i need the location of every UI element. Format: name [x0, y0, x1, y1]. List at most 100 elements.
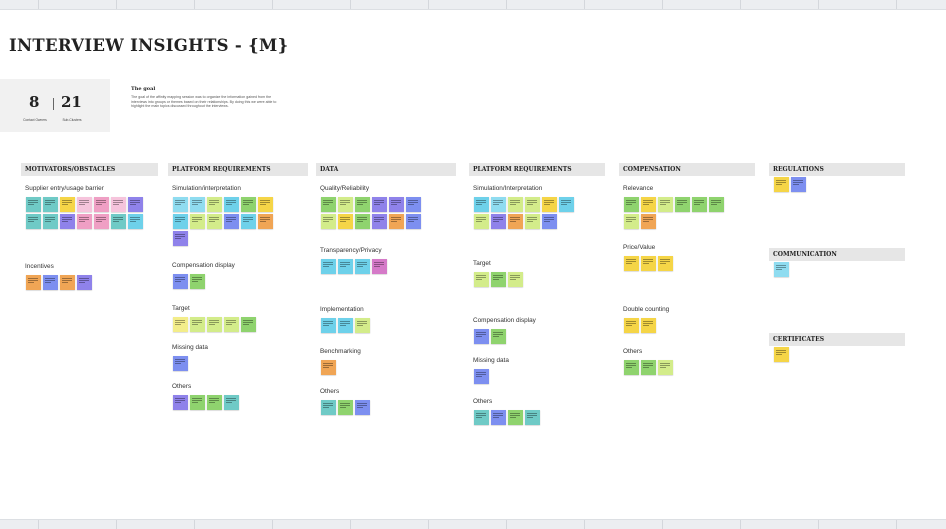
sticky-note[interactable]: [658, 360, 673, 375]
sticky-note[interactable]: [224, 317, 239, 332]
sticky-note[interactable]: [338, 197, 353, 212]
sticky-note[interactable]: [224, 197, 239, 212]
column-header-data[interactable]: DATA: [316, 163, 456, 176]
sticky-note[interactable]: [508, 410, 523, 425]
column-header-compensation[interactable]: COMPENSATION: [619, 163, 755, 176]
sticky-note[interactable]: [173, 274, 188, 289]
sticky-note[interactable]: [26, 275, 41, 290]
sticky-note[interactable]: [641, 360, 656, 375]
column-header-regulations[interactable]: REGULATIONS: [769, 163, 905, 176]
sticky-note[interactable]: [692, 197, 707, 212]
sticky-note[interactable]: [173, 214, 188, 229]
sticky-note[interactable]: [26, 214, 41, 229]
sticky-note[interactable]: [624, 256, 639, 271]
sticky-note[interactable]: [508, 272, 523, 287]
sticky-note[interactable]: [774, 347, 789, 362]
sticky-note[interactable]: [491, 197, 506, 212]
sticky-note[interactable]: [190, 317, 205, 332]
sticky-note[interactable]: [355, 400, 370, 415]
sticky-note[interactable]: [658, 197, 673, 212]
sticky-note[interactable]: [491, 272, 506, 287]
sticky-note[interactable]: [94, 214, 109, 229]
sticky-note[interactable]: [207, 214, 222, 229]
sticky-note[interactable]: [624, 318, 639, 333]
sticky-note[interactable]: [94, 197, 109, 212]
sticky-note[interactable]: [128, 214, 143, 229]
column-header-certificates[interactable]: CERTIFICATES: [769, 333, 905, 346]
sticky-note[interactable]: [542, 214, 557, 229]
sticky-note[interactable]: [338, 214, 353, 229]
sticky-note[interactable]: [355, 197, 370, 212]
sticky-note[interactable]: [207, 197, 222, 212]
sticky-note[interactable]: [128, 197, 143, 212]
sticky-note[interactable]: [60, 275, 75, 290]
sticky-note[interactable]: [190, 214, 205, 229]
sticky-note[interactable]: [26, 197, 41, 212]
sticky-note[interactable]: [173, 317, 188, 332]
sticky-note[interactable]: [491, 329, 506, 344]
sticky-note[interactable]: [173, 395, 188, 410]
sticky-note[interactable]: [224, 395, 239, 410]
sticky-note[interactable]: [77, 197, 92, 212]
sticky-note[interactable]: [525, 214, 540, 229]
sticky-note[interactable]: [372, 214, 387, 229]
sticky-note[interactable]: [60, 214, 75, 229]
sticky-note[interactable]: [224, 214, 239, 229]
sticky-note[interactable]: [321, 318, 336, 333]
sticky-note[interactable]: [338, 259, 353, 274]
sticky-note[interactable]: [321, 197, 336, 212]
sticky-note[interactable]: [372, 197, 387, 212]
sticky-note[interactable]: [508, 197, 523, 212]
sticky-note[interactable]: [491, 214, 506, 229]
sticky-note[interactable]: [389, 214, 404, 229]
sticky-note[interactable]: [525, 197, 540, 212]
column-header-communication[interactable]: COMMUNICATION: [769, 248, 905, 261]
sticky-note[interactable]: [321, 360, 336, 375]
sticky-note[interactable]: [258, 214, 273, 229]
sticky-note[interactable]: [624, 360, 639, 375]
sticky-note[interactable]: [60, 197, 75, 212]
sticky-note[interactable]: [258, 197, 273, 212]
sticky-note[interactable]: [624, 214, 639, 229]
sticky-note[interactable]: [338, 400, 353, 415]
sticky-note[interactable]: [241, 197, 256, 212]
sticky-note[interactable]: [241, 214, 256, 229]
sticky-note[interactable]: [173, 197, 188, 212]
sticky-note[interactable]: [641, 256, 656, 271]
sticky-note[interactable]: [173, 356, 188, 371]
sticky-note[interactable]: [43, 197, 58, 212]
sticky-note[interactable]: [207, 395, 222, 410]
sticky-note[interactable]: [675, 197, 690, 212]
sticky-note[interactable]: [542, 197, 557, 212]
sticky-note[interactable]: [474, 369, 489, 384]
sticky-note[interactable]: [641, 318, 656, 333]
sticky-note[interactable]: [709, 197, 724, 212]
sticky-note[interactable]: [173, 231, 188, 246]
sticky-note[interactable]: [77, 214, 92, 229]
column-header-motivators-obstacles[interactable]: MOTIVATORS/OBSTACLES: [21, 163, 158, 176]
sticky-note[interactable]: [474, 410, 489, 425]
sticky-note[interactable]: [641, 214, 656, 229]
sticky-note[interactable]: [406, 197, 421, 212]
sticky-note[interactable]: [321, 214, 336, 229]
sticky-note[interactable]: [338, 318, 353, 333]
sticky-note[interactable]: [474, 272, 489, 287]
sticky-note[interactable]: [406, 214, 421, 229]
sticky-note[interactable]: [77, 275, 92, 290]
sticky-note[interactable]: [474, 329, 489, 344]
sticky-note[interactable]: [641, 197, 656, 212]
sticky-note[interactable]: [389, 197, 404, 212]
sticky-note[interactable]: [207, 317, 222, 332]
sticky-note[interactable]: [774, 262, 789, 277]
sticky-note[interactable]: [43, 275, 58, 290]
sticky-note[interactable]: [321, 400, 336, 415]
sticky-note[interactable]: [774, 177, 789, 192]
sticky-note[interactable]: [355, 318, 370, 333]
sticky-note[interactable]: [241, 317, 256, 332]
column-header-platform-requirements[interactable]: PLATFORM REQUIREMENTS: [469, 163, 605, 176]
sticky-note[interactable]: [190, 274, 205, 289]
sticky-note[interactable]: [190, 197, 205, 212]
sticky-note[interactable]: [791, 177, 806, 192]
sticky-note[interactable]: [559, 197, 574, 212]
sticky-note[interactable]: [474, 197, 489, 212]
